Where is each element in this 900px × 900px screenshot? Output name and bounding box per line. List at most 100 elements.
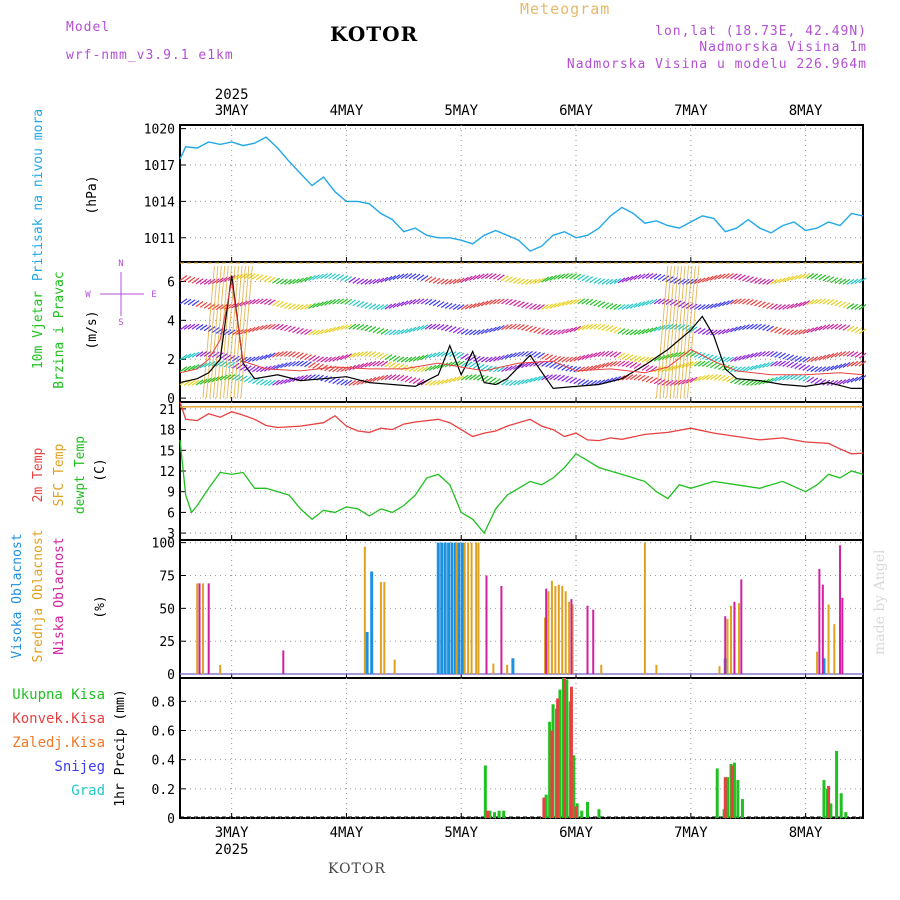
wind-barb: [480, 273, 489, 280]
wind-barb: [577, 274, 586, 281]
wind-barb: [545, 303, 553, 310]
wind-barb: [549, 374, 557, 381]
wind-barb: [183, 353, 192, 360]
wind-barb: [810, 356, 819, 363]
wind-barb: [364, 325, 373, 332]
wind-barb: [659, 265, 672, 399]
wind-barb: [296, 360, 304, 367]
wind-barb: [420, 275, 429, 282]
wind-barb: [545, 361, 553, 368]
wind-barb: [416, 324, 425, 331]
wind-barb: [709, 329, 718, 336]
y-tick-label: 0.2: [152, 783, 175, 798]
y-tick-label: 1020: [144, 123, 175, 138]
wind-barb: [774, 278, 782, 285]
wind-barb: [509, 364, 517, 371]
temp-axis-label: SFC Temp: [52, 444, 67, 507]
wind-barb: [376, 375, 385, 382]
wind-barb: [356, 301, 365, 308]
wind-barb: [340, 298, 349, 305]
wind-barb: [368, 303, 377, 310]
wind-barb: [316, 363, 324, 370]
wind-barb: [513, 363, 521, 370]
temp-series-2m-temp: [179, 401, 864, 455]
wind-barb: [372, 327, 381, 334]
wind-barb: [617, 352, 626, 359]
cloud-bar: [511, 658, 515, 675]
wind-barb: [368, 278, 377, 285]
wind-barb: [428, 352, 437, 359]
wind-barb: [348, 379, 357, 386]
cloud-bar: [818, 568, 821, 675]
y-tick-label: 0: [167, 668, 175, 683]
precip-bar: [572, 755, 576, 818]
wind-barb: [344, 353, 353, 360]
wind-barb: [786, 361, 795, 368]
wind-barb: [304, 361, 312, 368]
cloud-bar: [821, 584, 824, 675]
wind-barb: [766, 350, 774, 357]
wind-barb: [187, 323, 196, 330]
wind-barb: [284, 278, 292, 285]
wind-barb: [388, 329, 397, 336]
cloud-bar: [443, 542, 447, 675]
wind-barb: [392, 302, 401, 309]
precip-legend-label: Snijeg: [54, 759, 105, 775]
wind-barb: [187, 379, 196, 386]
wind-barb: [501, 298, 509, 305]
wind-barb: [356, 324, 365, 330]
wind-barb: [235, 374, 244, 381]
wind-barb: [806, 327, 815, 334]
wind-barb: [300, 304, 308, 311]
wind-barb: [822, 324, 831, 331]
wind-barb: [396, 374, 405, 381]
cloud-bar: [557, 584, 560, 675]
wind-barb: [360, 278, 369, 285]
wind-barb: [240, 265, 253, 399]
cloud-bar: [544, 617, 547, 675]
wind-barb: [697, 328, 706, 335]
wind-barb: [742, 298, 750, 305]
wind-barb: [565, 327, 574, 334]
wind-barb: [440, 278, 449, 285]
wind-barb: [436, 324, 445, 331]
wind-barb: [641, 364, 650, 371]
wind-barb: [581, 324, 590, 331]
wind-barb: [497, 298, 505, 305]
wind-barb: [814, 378, 823, 385]
wind-barb: [260, 298, 268, 305]
wind-barb: [226, 265, 240, 399]
wind-barb: [408, 273, 417, 280]
wind-barb: [762, 302, 770, 309]
wind-barb: [802, 300, 811, 307]
wind-barb: [854, 304, 863, 311]
wind-barb: [464, 374, 473, 381]
wind-barb: [525, 377, 533, 384]
wind-barb: [697, 360, 706, 367]
wind-barb: [633, 302, 642, 309]
wind-barb: [782, 276, 790, 283]
wind-barb: [344, 276, 353, 283]
wind-barb: [806, 273, 815, 280]
wind-barb: [589, 352, 598, 359]
wind-barb: [360, 362, 369, 369]
wind-barb: [758, 324, 766, 331]
x-day-label-bottom: 7MAY: [674, 825, 708, 841]
wind-barb: [774, 360, 782, 367]
wind-barb: [842, 361, 851, 368]
wind-barb: [782, 360, 790, 367]
wind-barb: [601, 302, 610, 309]
wind-barb: [553, 302, 561, 309]
wind-barb: [637, 328, 646, 335]
wind-barb: [352, 364, 361, 371]
wind-barb: [211, 376, 220, 383]
wind-barb: [645, 299, 654, 306]
precip-bar: [726, 777, 730, 818]
wind-barb: [505, 298, 513, 305]
wind-barb: [380, 328, 389, 335]
wind-barb: [814, 366, 823, 373]
wind-barb: [328, 298, 337, 305]
wind-barb: [276, 351, 284, 358]
wind-barb: [718, 301, 726, 308]
wind-barb: [790, 355, 799, 362]
